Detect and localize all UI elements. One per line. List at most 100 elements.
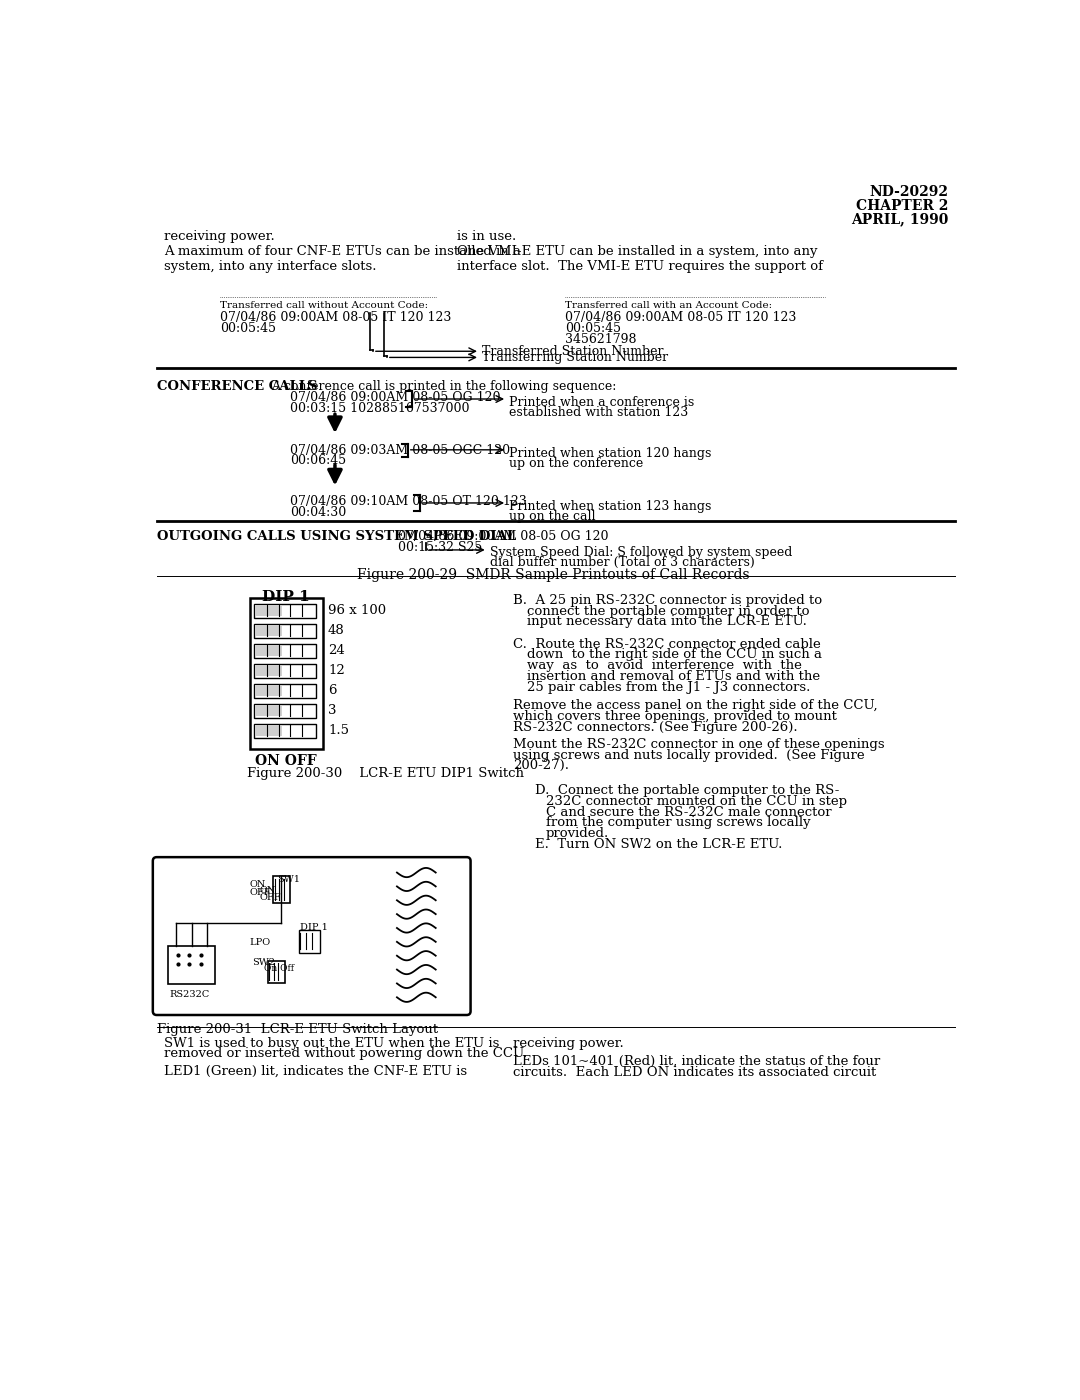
Text: 07/04/86 09:00AM 08-05 OG 120: 07/04/86 09:00AM 08-05 OG 120: [291, 391, 500, 405]
Text: A maximum of four CNF-E ETUs can be installed in a
system, into any interface sl: A maximum of four CNF-E ETUs can be inst…: [164, 245, 522, 273]
Text: SW1: SW1: [276, 875, 300, 883]
Text: 07/04/86 09:00AM 08-05 OG 120: 07/04/86 09:00AM 08-05 OG 120: [399, 529, 609, 543]
Bar: [298, 930, 321, 953]
Text: Figure 200-30    LCR-E ETU DIP1 Switch: Figure 200-30 LCR-E ETU DIP1 Switch: [247, 767, 525, 780]
Bar: [254, 624, 315, 637]
Bar: [254, 603, 315, 617]
Text: receiving power.: receiving power.: [513, 1036, 624, 1050]
Text: LED1 (Green) lit, indicates the CNF-E ETU is: LED1 (Green) lit, indicates the CNF-E ET…: [164, 1065, 468, 1078]
Text: One VMI-E ETU can be installed in a system, into any
interface slot.  The VMI-E : One VMI-E ETU can be installed in a syst…: [457, 245, 823, 273]
Text: circuits.  Each LED ON indicates its associated circuit: circuits. Each LED ON indicates its asso…: [513, 1065, 877, 1079]
Text: 345621798: 345621798: [565, 333, 636, 346]
Bar: [255, 725, 282, 736]
Text: down  to the right side of the CCU in such a: down to the right side of the CCU in suc…: [527, 648, 822, 661]
Text: OFF: OFF: [249, 888, 271, 897]
Bar: [255, 645, 282, 657]
Bar: [254, 704, 315, 718]
Text: 12: 12: [328, 665, 345, 678]
Bar: [255, 686, 282, 696]
Text: DIP 1: DIP 1: [300, 923, 328, 931]
Text: System Speed Dial: S followed by system speed: System Speed Dial: S followed by system …: [490, 546, 793, 559]
Text: input necessary data into the LCR-E ETU.: input necessary data into the LCR-E ETU.: [527, 616, 807, 629]
Text: On Off: On Off: [264, 965, 294, 973]
Text: Printed when station 123 hangs: Printed when station 123 hangs: [510, 500, 712, 512]
Text: LPO: LPO: [249, 938, 271, 946]
Bar: [254, 724, 315, 738]
Text: OFF: OFF: [259, 893, 281, 903]
Text: 07/04/86 09:10AM 08-05 OT 120 123: 07/04/86 09:10AM 08-05 OT 120 123: [291, 496, 527, 508]
Text: Figure 200-31  LCR-E ETU Switch Layout: Figure 200-31 LCR-E ETU Switch Layout: [157, 1022, 437, 1036]
Text: C and secure the RS-232C male connector: C and secure the RS-232C male connector: [545, 805, 832, 819]
Bar: [255, 706, 282, 717]
Text: 3: 3: [328, 704, 337, 717]
Text: Transferred Station Number: Transferred Station Number: [482, 344, 664, 358]
Text: established with station 123: established with station 123: [510, 406, 689, 419]
Text: 24: 24: [328, 644, 345, 657]
Text: 1.5: 1.5: [328, 724, 349, 738]
Text: way  as  to  avoid  interference  with  the: way as to avoid interference with the: [527, 659, 802, 672]
Text: using screws and nuts locally provided.  (See Figure: using screws and nuts locally provided. …: [513, 749, 865, 762]
Bar: [254, 644, 315, 658]
Bar: [255, 605, 282, 616]
Text: 232C connector mounted on the CCU in step: 232C connector mounted on the CCU in ste…: [545, 795, 847, 808]
Text: RS232C: RS232C: [170, 990, 211, 1000]
Text: D.  Connect the portable computer to the RS-: D. Connect the portable computer to the …: [535, 784, 839, 797]
Text: 00:15:32 S25: 00:15:32 S25: [399, 540, 483, 553]
Text: receiving power.: receiving power.: [164, 230, 275, 242]
FancyBboxPatch shape: [153, 857, 471, 1015]
Text: which covers three openings, provided to mount: which covers three openings, provided to…: [513, 710, 837, 722]
Text: C.  Route the RS-232C connector ended cable: C. Route the RS-232C connector ended cab…: [513, 637, 821, 651]
Text: ND-20292: ND-20292: [869, 185, 948, 199]
Text: Transferred call without Account Code:: Transferred call without Account Code:: [220, 301, 429, 311]
Text: RS-232C connectors. (See Figure 200-26).: RS-232C connectors. (See Figure 200-26).: [513, 721, 798, 734]
Text: Printed when station 120 hangs: Printed when station 120 hangs: [510, 447, 712, 459]
Bar: [268, 960, 284, 983]
Text: 00:03:15 102885167537000: 00:03:15 102885167537000: [291, 402, 470, 414]
Text: CONFERENCE CALLS: CONFERENCE CALLS: [157, 379, 318, 393]
Bar: [254, 664, 315, 678]
Text: 07/04/86 09:00AM 08-05 IT 120 123: 07/04/86 09:00AM 08-05 IT 120 123: [220, 311, 451, 325]
Text: 96 x 100: 96 x 100: [328, 605, 387, 617]
Bar: [249, 598, 323, 749]
Text: from the computer using screws locally: from the computer using screws locally: [545, 816, 810, 829]
Text: 00:04:30: 00:04:30: [291, 505, 347, 519]
Text: SW2: SW2: [252, 958, 275, 967]
Text: provided.: provided.: [545, 827, 609, 840]
Text: ON: ON: [259, 886, 275, 895]
Text: SW1 is used to busy out the ETU when the ETU is: SW1 is used to busy out the ETU when the…: [164, 1036, 500, 1050]
Text: B.  A 25 pin RS-232C connector is provided to: B. A 25 pin RS-232C connector is provide…: [513, 594, 822, 606]
Text: Transferring Station Number: Transferring Station Number: [482, 351, 669, 364]
Bar: [255, 665, 282, 676]
Text: CHAPTER 2: CHAPTER 2: [856, 199, 948, 213]
Text: Transferred call with an Account Code:: Transferred call with an Account Code:: [565, 301, 772, 311]
Text: up on the conference: up on the conference: [510, 456, 644, 470]
Text: 200-27).: 200-27).: [513, 759, 569, 773]
Bar: [255, 626, 282, 636]
Text: ON: ON: [249, 881, 266, 889]
Text: APRIL, 1990: APRIL, 1990: [851, 213, 948, 227]
Text: 00:05:45: 00:05:45: [565, 322, 621, 335]
Text: 00:05:45: 00:05:45: [220, 322, 276, 335]
Bar: [254, 683, 315, 697]
Bar: [168, 946, 215, 984]
Text: Printed when a conference is: Printed when a conference is: [510, 396, 694, 409]
Text: 48: 48: [328, 624, 345, 637]
Text: connect the portable computer in order to: connect the portable computer in order t…: [527, 605, 810, 617]
Text: Remove the access panel on the right side of the CCU,: Remove the access panel on the right sid…: [513, 699, 878, 713]
Text: 07/04/86 09:00AM 08-05 IT 120 123: 07/04/86 09:00AM 08-05 IT 120 123: [565, 311, 797, 325]
Text: 25 pair cables from the J1 - J3 connectors.: 25 pair cables from the J1 - J3 connecto…: [527, 680, 810, 694]
Text: 07/04/86 09:03AM 08-05 OGC 120: 07/04/86 09:03AM 08-05 OGC 120: [291, 444, 510, 456]
Text: OUTGOING CALLS USING SYSTEM SPEED DIAL: OUTGOING CALLS USING SYSTEM SPEED DIAL: [157, 529, 516, 543]
Text: 6: 6: [328, 685, 337, 697]
Text: insertion and removal of ETUs and with the: insertion and removal of ETUs and with t…: [527, 671, 821, 683]
Text: 00:06:45: 00:06:45: [291, 455, 346, 468]
Text: LEDs 101~401 (Red) lit, indicate the status of the four: LEDs 101~401 (Red) lit, indicate the sta…: [513, 1056, 880, 1068]
Text: dial buffer number (Total of 3 characters): dial buffer number (Total of 3 character…: [490, 556, 755, 568]
Text: Figure 200-29  SMDR Sample Printouts of Call Records: Figure 200-29 SMDR Sample Printouts of C…: [357, 568, 750, 582]
Text: E.  Turn ON SW2 on the LCR-E ETU.: E. Turn ON SW2 on the LCR-E ETU.: [535, 837, 782, 851]
Text: removed or inserted without powering down the CCU.: removed or inserted without powering dow…: [164, 1047, 528, 1060]
Text: Mount the RS-232C connector in one of these openings: Mount the RS-232C connector in one of th…: [513, 738, 885, 750]
Bar: [273, 876, 291, 903]
Text: DIP 1: DIP 1: [262, 589, 310, 603]
Text: up on the call: up on the call: [510, 510, 596, 522]
